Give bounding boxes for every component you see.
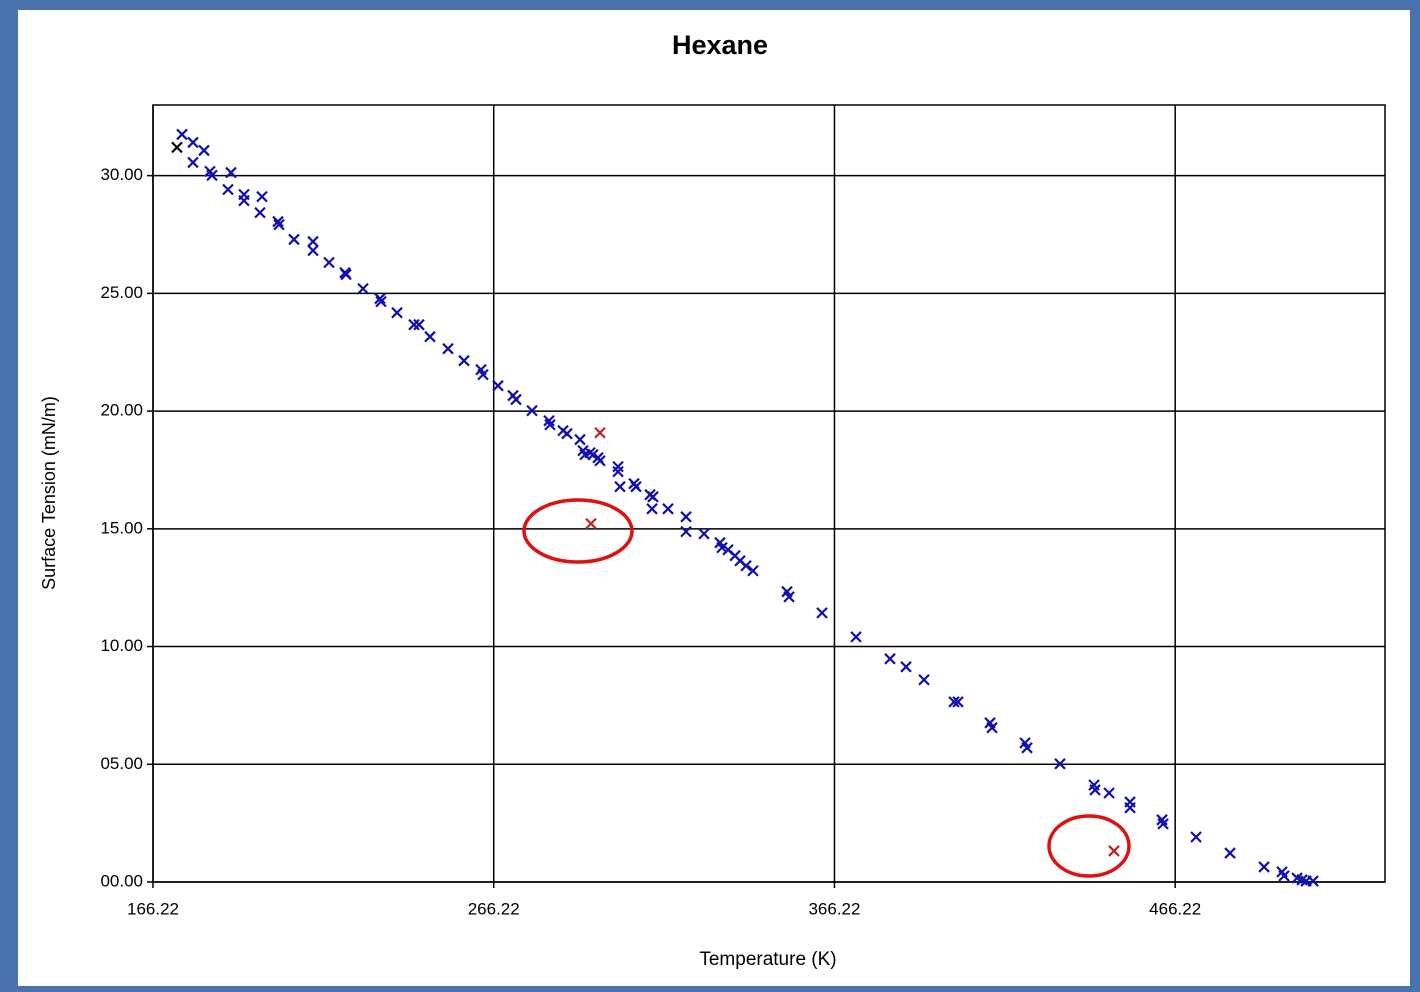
- point: [492, 379, 504, 392]
- point: [1108, 845, 1120, 857]
- point: [594, 454, 606, 467]
- point: [187, 136, 199, 149]
- y-tick-label: 15.00: [100, 518, 143, 537]
- point: [1278, 870, 1290, 882]
- point: [612, 460, 624, 473]
- point: [1103, 787, 1115, 799]
- point: [375, 295, 387, 308]
- point: [307, 235, 319, 248]
- point: [900, 661, 912, 673]
- point: [198, 144, 210, 157]
- point: [254, 206, 266, 219]
- point: [225, 166, 237, 179]
- point: [424, 330, 436, 343]
- point: [1156, 814, 1168, 826]
- point: [662, 503, 674, 515]
- point: [952, 696, 964, 708]
- point: [647, 491, 659, 503]
- chart-title: Hexane: [672, 30, 768, 60]
- point: [1190, 831, 1202, 843]
- y-tick-label: 10.00: [100, 636, 143, 655]
- point: [816, 607, 828, 619]
- point: [918, 673, 930, 686]
- point: [206, 169, 218, 182]
- point: [783, 591, 795, 603]
- point: [1224, 847, 1236, 859]
- point: [391, 306, 403, 319]
- point: [477, 368, 489, 381]
- point: [740, 560, 752, 572]
- point: [1054, 758, 1066, 770]
- point: [543, 414, 555, 427]
- point: [222, 183, 234, 196]
- point: [273, 218, 285, 231]
- x-tick-label: 466.22: [1149, 899, 1201, 918]
- point: [630, 480, 642, 493]
- highlight-ellipse: [522, 498, 634, 564]
- point: [176, 128, 188, 141]
- point: [850, 631, 862, 643]
- point: [614, 480, 626, 493]
- point: [574, 433, 586, 446]
- point: [408, 318, 420, 331]
- point: [594, 426, 606, 439]
- point: [323, 256, 335, 269]
- point: [256, 190, 268, 203]
- point: [986, 721, 998, 734]
- x-tick-label: 166.22: [127, 899, 179, 918]
- point: [357, 282, 369, 295]
- chart-panel: [18, 10, 1410, 986]
- point: [442, 342, 454, 355]
- point: [585, 517, 597, 530]
- y-tick-label: 25.00: [100, 283, 143, 302]
- point: [171, 141, 183, 154]
- point: [526, 404, 538, 417]
- point: [238, 194, 250, 207]
- point: [948, 696, 960, 708]
- point: [340, 268, 352, 281]
- x-tick-label: 266.22: [468, 899, 520, 918]
- x-axis-label: Temperature (K): [699, 949, 836, 970]
- point: [307, 244, 319, 257]
- point: [374, 292, 386, 305]
- highlight-ellipse: [1047, 814, 1131, 878]
- point: [680, 511, 692, 523]
- point: [698, 527, 710, 540]
- point: [510, 393, 522, 406]
- point: [1089, 784, 1101, 796]
- point: [1124, 802, 1136, 814]
- y-tick-label: 20.00: [100, 401, 143, 420]
- point: [680, 525, 692, 538]
- point: [544, 418, 556, 431]
- point: [747, 564, 759, 577]
- point: [884, 653, 896, 665]
- y-tick-label: 00.00: [100, 871, 143, 890]
- point: [413, 318, 425, 331]
- point: [272, 215, 284, 228]
- plot-area: 00.00 05.00 10.00 15.00 20.00 25.00 30.00 166.2…: [100, 104, 1386, 918]
- point: [1157, 818, 1169, 830]
- point: [646, 503, 658, 515]
- point: [561, 427, 573, 440]
- y-axis-label: Surface Tension (mN/m): [39, 396, 59, 590]
- point: [612, 465, 624, 478]
- point: [1258, 861, 1270, 873]
- x-tick-label: 366.22: [808, 899, 860, 918]
- point: [1307, 875, 1319, 887]
- point: [458, 354, 470, 367]
- point: [288, 233, 300, 246]
- y-tick-label: 05.00: [100, 754, 143, 773]
- y-tick-label: 30.00: [100, 165, 143, 184]
- point: [1021, 742, 1033, 754]
- point: [187, 156, 199, 169]
